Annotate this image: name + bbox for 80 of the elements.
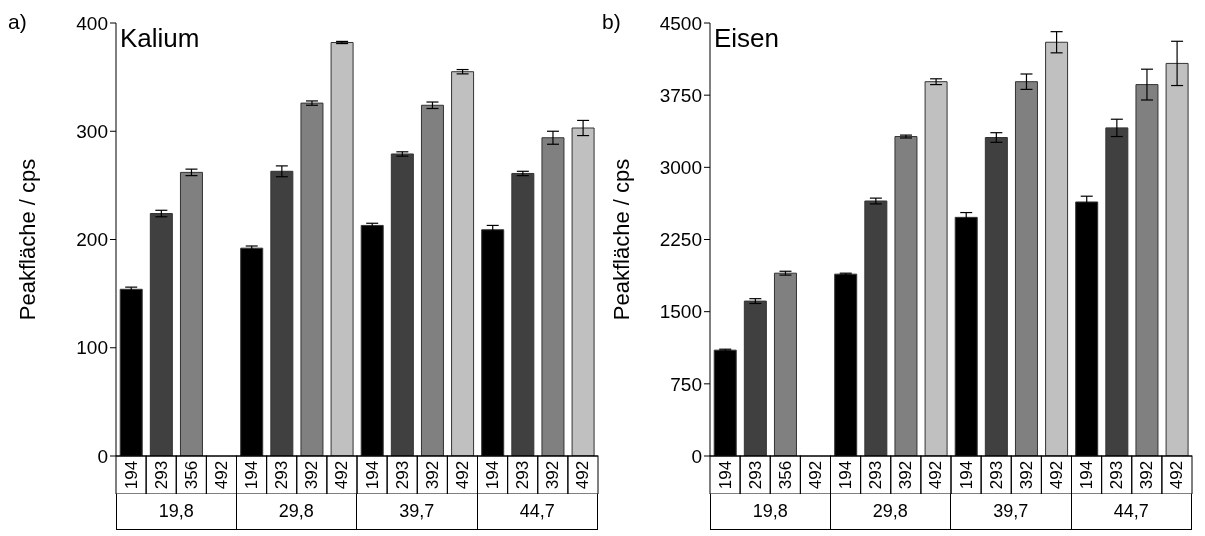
text: 39,7 — [951, 494, 1072, 530]
x-tick-label: 194 — [362, 460, 382, 490]
x-tick-label: 194 — [483, 460, 503, 490]
bar — [420, 104, 444, 456]
x-tick-label: 392 — [302, 460, 322, 490]
y-tick-label: 0 — [691, 445, 702, 467]
y-axis-title: Peakfläche / cps — [14, 158, 40, 321]
x-tick-label: 293 — [986, 460, 1006, 490]
y-tick-label: 0 — [97, 445, 108, 467]
x-tick-label: 392 — [1016, 460, 1036, 490]
x-tick-label: 492 — [211, 460, 231, 490]
y-tick-label: 3000 — [659, 157, 702, 179]
bar — [511, 172, 535, 456]
x-tick-label: 356 — [775, 460, 795, 490]
y-tick-label: 750 — [670, 373, 702, 395]
x-tick-label: 492 — [332, 460, 352, 490]
bar — [984, 137, 1008, 456]
bar — [571, 127, 595, 456]
y-tick-label: 200 — [76, 229, 108, 251]
text: b) — [602, 10, 621, 34]
y-axis-title: Peakfläche / cps — [608, 158, 634, 321]
y-tick-label: 2250 — [659, 229, 702, 251]
bar — [864, 200, 888, 456]
text: 39,7 — [357, 494, 478, 530]
y-tick-label: 400 — [76, 12, 108, 34]
x-tick-label: 392 — [543, 460, 563, 490]
x-tick-label: 293 — [392, 460, 412, 490]
bar — [894, 136, 918, 456]
x-tick-label: 194 — [1077, 460, 1097, 490]
chart-title: Kalium — [120, 23, 200, 54]
x-tick-label: 392 — [1137, 460, 1157, 490]
x-tick-label: 492 — [1167, 460, 1187, 490]
text: 44,7 — [1071, 494, 1192, 530]
text: 19,8 — [710, 494, 831, 530]
y-tick-label: 3750 — [659, 84, 702, 106]
bar — [451, 71, 475, 456]
bar — [179, 171, 203, 456]
y-tick-label: 4500 — [659, 12, 702, 34]
bar — [1014, 81, 1038, 456]
bar — [924, 81, 948, 456]
y-tick-label: 100 — [76, 337, 108, 359]
y-tick-label: 1500 — [659, 301, 702, 323]
x-tick-label: 194 — [956, 460, 976, 490]
bar — [743, 300, 767, 456]
bar — [773, 272, 797, 456]
bar — [300, 102, 324, 456]
text: 44,7 — [477, 494, 598, 530]
x-tick-label: 194 — [836, 460, 856, 490]
x-tick-label: 492 — [452, 460, 472, 490]
text: 29,8 — [830, 494, 951, 530]
bar — [1045, 41, 1069, 456]
x-tick-label: 293 — [1107, 460, 1127, 490]
bar — [270, 170, 294, 456]
x-tick-label: 492 — [573, 460, 593, 490]
text: 29,8 — [236, 494, 357, 530]
bar — [1105, 127, 1129, 456]
x-tick-label: 293 — [272, 460, 292, 490]
bar — [330, 41, 354, 456]
text: a) — [8, 10, 27, 34]
bar — [541, 137, 565, 456]
x-tick-label: 293 — [151, 460, 171, 490]
text: 19,8 — [116, 494, 237, 530]
x-tick-label: 194 — [242, 460, 262, 490]
x-tick-label: 194 — [715, 460, 735, 490]
x-tick-label: 293 — [866, 460, 886, 490]
x-tick-label: 492 — [926, 460, 946, 490]
x-tick-label: 392 — [422, 460, 442, 490]
x-tick-label: 356 — [181, 460, 201, 490]
x-tick-label: 392 — [896, 460, 916, 490]
x-tick-label: 194 — [121, 460, 141, 490]
chart-title: Eisen — [714, 23, 780, 54]
bar — [390, 153, 414, 456]
x-tick-label: 492 — [805, 460, 825, 490]
x-tick-label: 293 — [513, 460, 533, 490]
x-tick-label: 492 — [1046, 460, 1066, 490]
x-tick-label: 293 — [745, 460, 765, 490]
bar — [1165, 62, 1189, 456]
y-tick-label: 300 — [76, 120, 108, 142]
bar — [1135, 84, 1159, 456]
bar — [149, 213, 173, 456]
